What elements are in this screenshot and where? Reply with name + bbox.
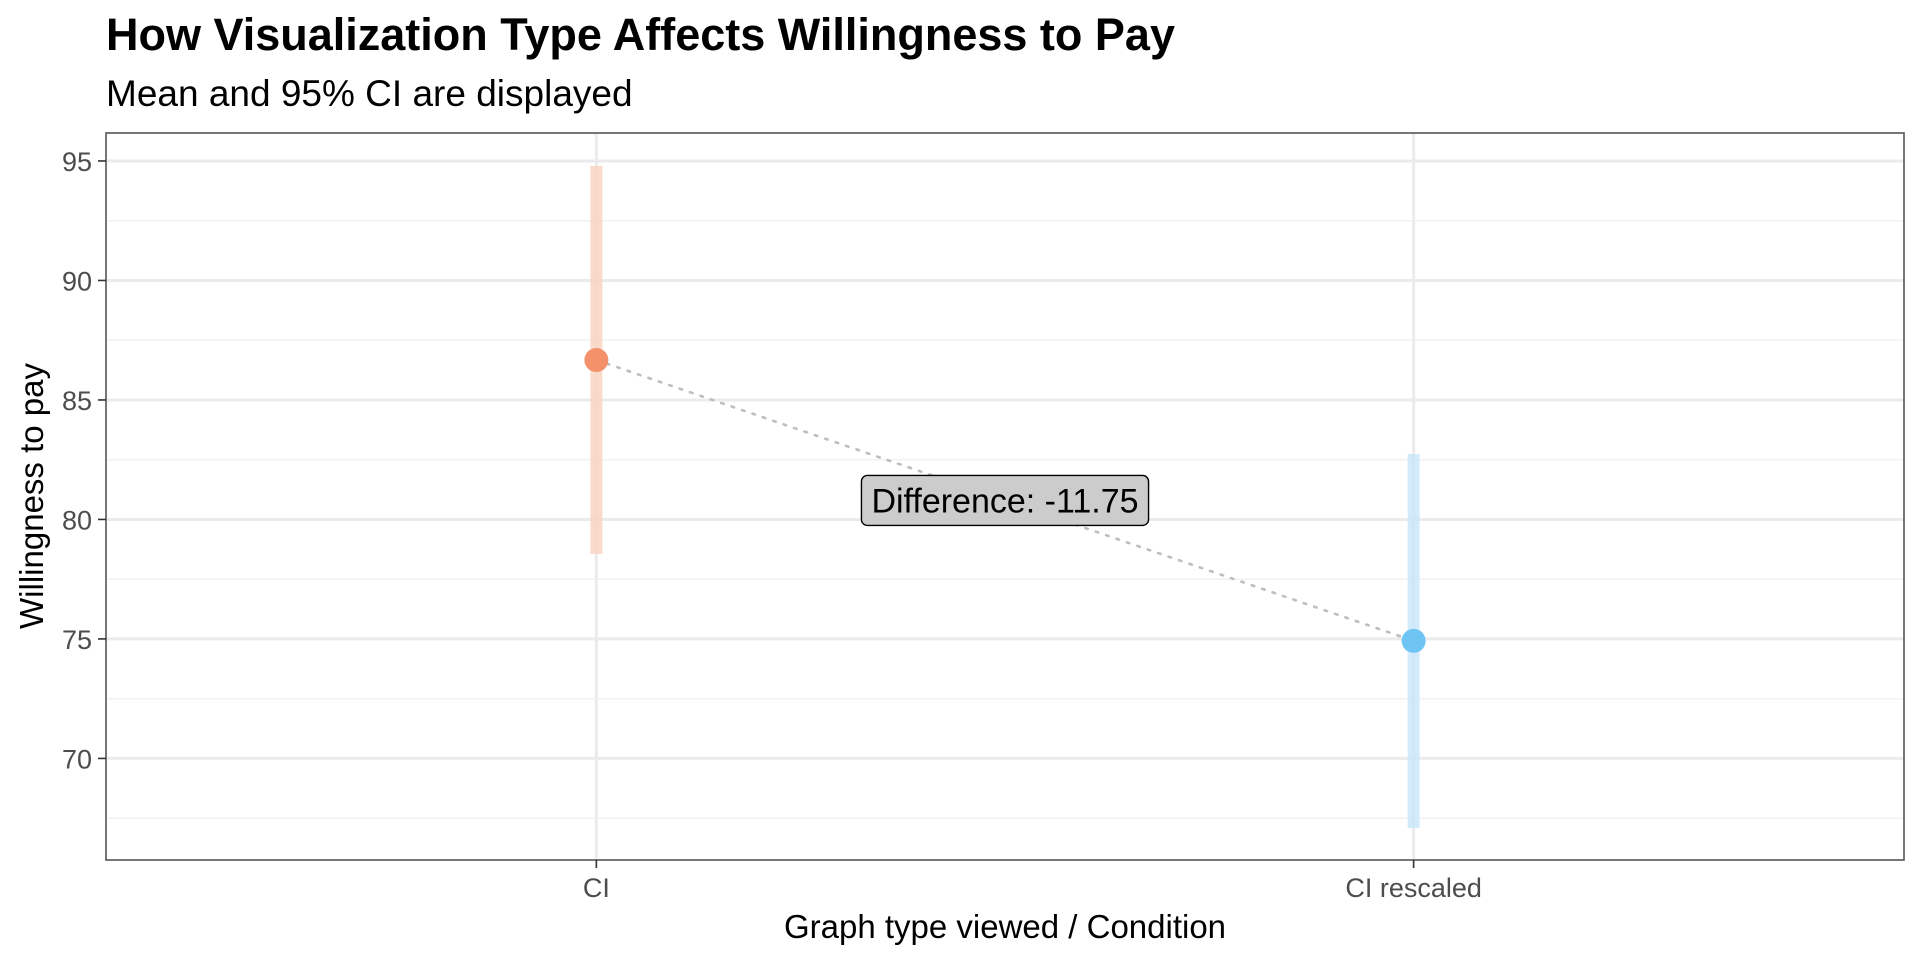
y-tick-label: 90 [62, 266, 92, 296]
y-tick-label: 95 [62, 147, 92, 177]
x-axis: CI CI rescaled [583, 860, 1482, 903]
x-tick-label: CI rescaled [1345, 873, 1482, 903]
mean-points [584, 348, 1426, 653]
y-tick-label: 80 [62, 505, 92, 535]
x-axis-title: Graph type viewed / Condition [784, 908, 1226, 945]
y-tick-label: 75 [62, 625, 92, 655]
minor-gridlines [106, 219, 1904, 819]
chart-title: How Visualization Type Affects Willingne… [106, 9, 1175, 60]
mean-point-ci [584, 348, 609, 373]
chart-subtitle: Mean and 95% CI are displayed [106, 73, 633, 114]
y-axis: 70 75 80 85 90 95 [62, 147, 106, 774]
x-tick-label: CI [583, 873, 610, 903]
difference-annotation: Difference: -11.75 [860, 474, 1150, 527]
panel-border [105, 132, 1905, 861]
annotation-label: Difference: -11.75 [871, 482, 1138, 520]
y-tick-label: 70 [62, 744, 92, 774]
y-tick-label: 85 [62, 386, 92, 416]
mean-point-ci-rescaled [1401, 628, 1426, 653]
y-axis-title: Willingness to pay [13, 363, 50, 629]
annotation-box [860, 474, 1150, 527]
